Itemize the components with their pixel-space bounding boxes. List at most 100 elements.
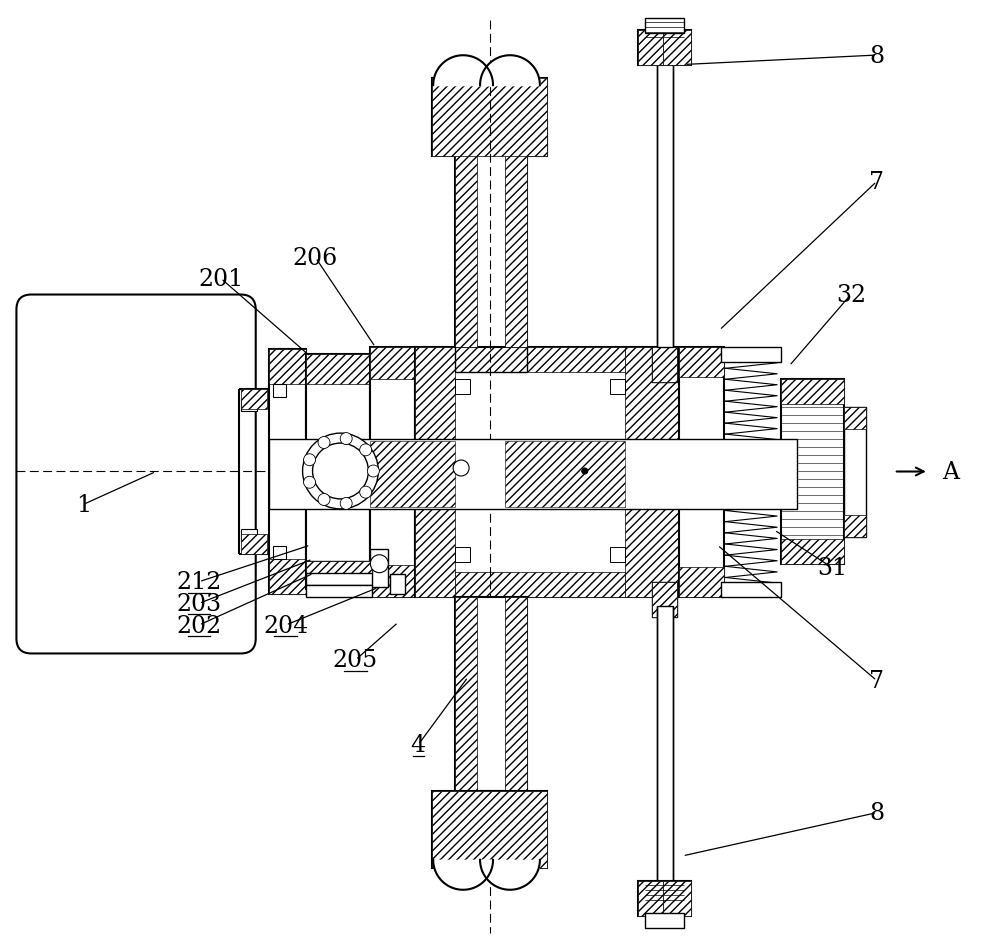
Bar (679, 567, 724, 597)
Bar (390, 574, 405, 594)
Bar (663, 31, 691, 66)
Bar (638, 31, 691, 66)
Bar (652, 582, 677, 617)
Bar (370, 442, 455, 507)
Bar (370, 565, 415, 597)
Bar (269, 440, 797, 510)
Bar (241, 400, 257, 412)
Bar (241, 534, 267, 554)
Bar (652, 348, 677, 383)
Circle shape (582, 468, 588, 475)
Bar (657, 606, 673, 885)
Bar (306, 585, 372, 597)
Bar (652, 348, 677, 383)
Text: 8: 8 (869, 801, 884, 824)
Bar (455, 597, 477, 791)
Bar (455, 156, 477, 348)
Bar (455, 572, 625, 597)
Text: 4: 4 (411, 733, 426, 756)
Bar (505, 442, 625, 507)
Bar (844, 515, 866, 537)
Bar (781, 539, 844, 565)
Bar (432, 79, 547, 157)
Bar (269, 559, 306, 594)
Bar (455, 597, 527, 791)
Bar (721, 582, 781, 597)
Bar (455, 348, 625, 373)
Bar (306, 561, 372, 573)
Bar (455, 379, 470, 395)
Circle shape (453, 461, 469, 477)
Bar (432, 79, 474, 157)
Bar (370, 348, 415, 597)
Bar (450, 460, 472, 478)
Bar (269, 350, 306, 385)
Bar (241, 530, 257, 541)
Text: 7: 7 (869, 171, 884, 194)
Text: 31: 31 (817, 557, 847, 580)
Bar (370, 348, 415, 379)
Bar (610, 548, 625, 562)
Bar (415, 348, 679, 597)
Circle shape (313, 444, 368, 499)
Bar (455, 548, 470, 562)
Bar (273, 385, 286, 397)
Bar (505, 156, 527, 348)
Circle shape (340, 433, 352, 446)
Bar (657, 63, 673, 348)
Bar (536, 79, 547, 157)
Bar (638, 31, 663, 66)
Bar (370, 549, 388, 587)
Text: 32: 32 (836, 283, 866, 307)
Text: 201: 201 (198, 267, 243, 291)
Circle shape (304, 454, 316, 466)
Bar (306, 573, 372, 585)
Bar (625, 348, 679, 597)
Bar (455, 156, 527, 348)
Bar (679, 348, 724, 378)
Bar (721, 348, 781, 362)
Text: 212: 212 (176, 570, 222, 594)
Bar (415, 348, 455, 597)
Bar (450, 477, 472, 495)
Bar (432, 79, 547, 157)
Circle shape (360, 445, 372, 456)
Bar (269, 350, 306, 594)
Bar (781, 379, 844, 405)
Circle shape (340, 497, 352, 510)
Text: 7: 7 (869, 669, 884, 693)
Bar (844, 408, 866, 430)
Bar (638, 881, 691, 916)
Bar (306, 355, 370, 589)
Bar (663, 881, 691, 916)
Bar (652, 582, 677, 617)
Bar (273, 547, 286, 559)
Circle shape (367, 465, 379, 478)
Text: 1: 1 (76, 494, 91, 516)
Bar (645, 19, 684, 34)
Circle shape (304, 477, 316, 489)
Bar (505, 597, 527, 791)
Bar (432, 791, 547, 868)
Circle shape (303, 433, 378, 510)
Text: 204: 204 (263, 614, 308, 637)
Bar (679, 348, 724, 597)
Circle shape (360, 487, 372, 498)
Text: 205: 205 (333, 649, 378, 672)
Text: 202: 202 (176, 614, 222, 637)
Bar (721, 460, 781, 478)
Bar (844, 408, 866, 537)
Text: A: A (942, 461, 959, 483)
Bar (241, 390, 267, 410)
Text: 203: 203 (176, 592, 221, 615)
Bar (306, 355, 370, 385)
Circle shape (318, 494, 330, 506)
Bar (610, 379, 625, 395)
Circle shape (370, 555, 388, 573)
FancyBboxPatch shape (16, 295, 256, 654)
Bar (306, 561, 372, 573)
Bar (432, 791, 547, 868)
Bar (306, 561, 370, 589)
Bar (645, 913, 684, 928)
Bar (781, 379, 844, 565)
